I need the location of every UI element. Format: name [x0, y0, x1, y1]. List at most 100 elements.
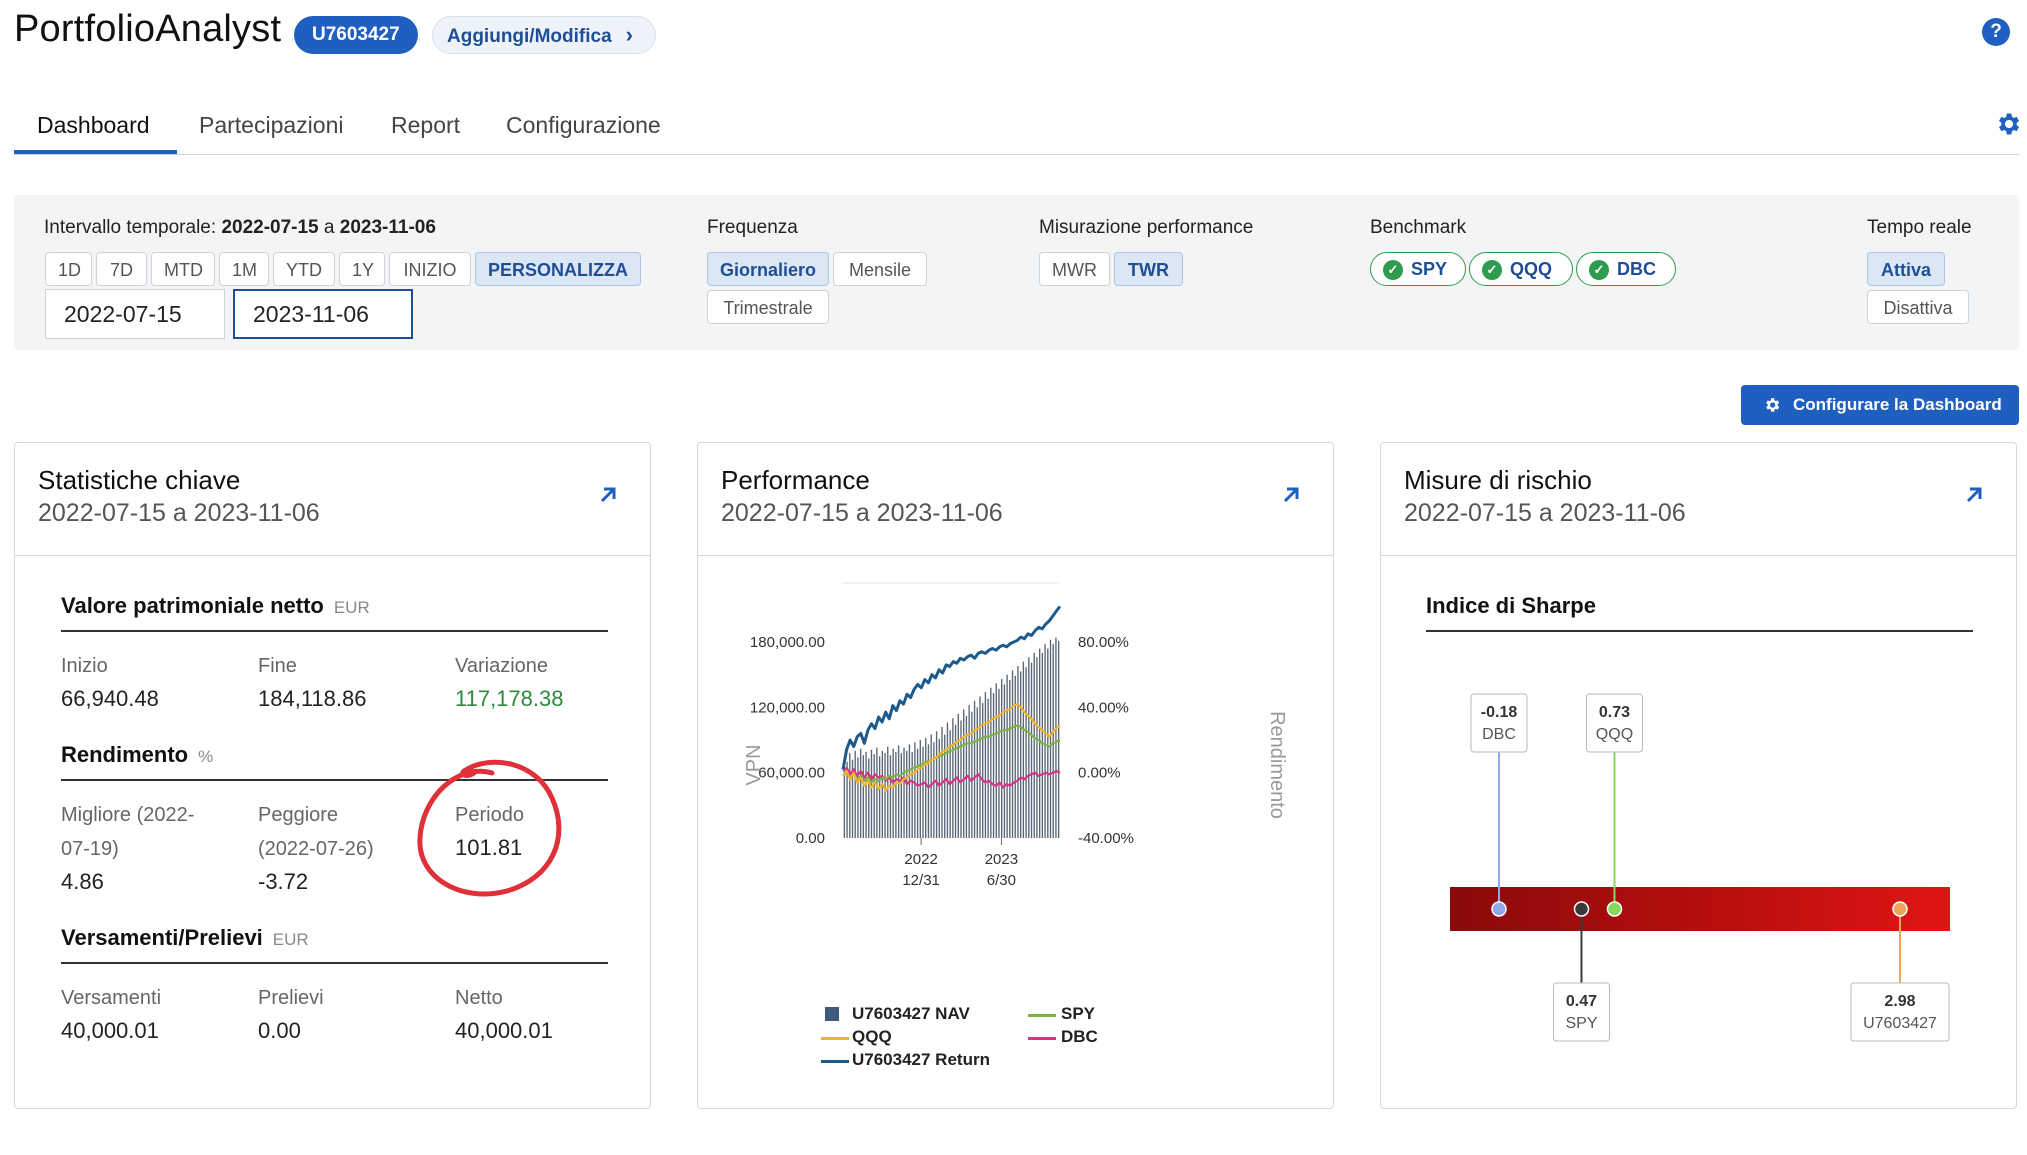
- nav-start-value: 66,940.48: [61, 686, 159, 711]
- nav-bar: [1006, 674, 1008, 838]
- nav-bar: [979, 696, 981, 838]
- risk-card: Misure di rischio 2022-07-15 a 2023-11-0…: [1380, 442, 2017, 1109]
- sharpe-point: [1892, 901, 1908, 917]
- nav-bar: [873, 754, 875, 838]
- realtime-on-button[interactable]: Attiva: [1867, 252, 1945, 286]
- deposits-label: Versamenti: [61, 987, 162, 1009]
- benchmark-spy-label: SPY: [1411, 259, 1448, 279]
- period-return-label: Periodo: [455, 804, 524, 826]
- date-to-input[interactable]: 2023-11-06: [233, 289, 413, 339]
- nav-bar: [968, 705, 970, 838]
- realtime-label: Tempo reale: [1867, 217, 1972, 238]
- frequency-label: Frequenza: [707, 217, 798, 238]
- legend-return: U7603427 Return: [852, 1050, 990, 1069]
- interval-to: 2023-11-06: [339, 217, 436, 238]
- range-7d-button[interactable]: 7D: [96, 252, 147, 286]
- nav-bar: [998, 688, 1000, 838]
- benchmark-dbc-pill[interactable]: ✓ DBC: [1576, 252, 1676, 286]
- benchmark-qqq-label: QQQ: [1510, 259, 1553, 279]
- range-start-button[interactable]: INIZIO: [389, 252, 471, 286]
- x-tick-year: 2022: [904, 851, 937, 868]
- returns-unit: %: [198, 747, 214, 766]
- interval-caption: Intervallo temporale:: [44, 217, 217, 238]
- nav-bar: [900, 753, 902, 838]
- sharpe-point: [1573, 901, 1590, 917]
- sharpe-name-label: QQQ: [1596, 726, 1633, 743]
- nav-unit: EUR: [333, 598, 370, 617]
- nav-bar: [1041, 652, 1044, 838]
- sharpe-gradient-bar: [1450, 887, 1950, 931]
- sharpe-label-box: [1552, 982, 1610, 1042]
- sharpe-value-label: 0.47: [1566, 993, 1597, 1010]
- nav-bar: [892, 748, 894, 838]
- tab-configuration[interactable]: Configurazione: [506, 112, 661, 138]
- nav-bar: [884, 753, 886, 838]
- x-tick-date: 6/30: [987, 872, 1016, 889]
- series-line-qqq: [842, 703, 1061, 792]
- realtime-off-button[interactable]: Disattiva: [1867, 290, 1969, 324]
- nav-change-label: Variazione: [455, 655, 549, 677]
- nav-bar: [911, 751, 913, 838]
- net-flows-label: Netto: [455, 987, 503, 1009]
- range-ytd-button[interactable]: YTD: [273, 252, 335, 286]
- nav-bar: [876, 747, 878, 838]
- nav-bar: [1001, 679, 1003, 838]
- tab-report[interactable]: Report: [391, 112, 461, 138]
- benchmark-spy-pill[interactable]: ✓ SPY: [1370, 252, 1466, 286]
- expand-arrow-icon[interactable]: [1962, 483, 1986, 507]
- configure-dashboard-button[interactable]: Configurare la Dashboard: [1741, 385, 2019, 425]
- sharpe-value-label: 2.98: [1884, 993, 1915, 1010]
- benchmark-qqq-pill[interactable]: ✓ QQQ: [1469, 252, 1573, 286]
- nav-bar: [865, 751, 867, 838]
- check-icon: ✓: [1589, 260, 1609, 280]
- range-1d-button[interactable]: 1D: [45, 252, 92, 286]
- card-title: Misure di rischio: [1404, 465, 1592, 495]
- returns-title-text: Rendimento: [61, 742, 189, 767]
- measure-mwr-button[interactable]: MWR: [1039, 252, 1110, 286]
- account-badge[interactable]: U7603427: [294, 16, 418, 54]
- nav-title-text: Valore patrimoniale netto: [61, 593, 324, 618]
- frequency-daily-button[interactable]: Giornaliero: [707, 252, 829, 286]
- section-divider: [61, 962, 608, 964]
- period-return-value: 101.81: [455, 835, 523, 860]
- expand-arrow-icon[interactable]: [596, 483, 620, 507]
- nav-bar: [1003, 684, 1006, 838]
- date-from-input[interactable]: 2022-07-15: [45, 289, 225, 339]
- range-mtd-button[interactable]: MTD: [151, 252, 215, 286]
- frequency-monthly-button[interactable]: Mensile: [833, 252, 927, 286]
- range-1y-button[interactable]: 1Y: [339, 252, 385, 286]
- nav-bar: [1011, 670, 1014, 838]
- left-tick-label: 180,000.00: [750, 634, 825, 651]
- nav-bar: [854, 750, 856, 838]
- legend-dbc: DBC: [1061, 1027, 1098, 1046]
- right-axis-label: Rendimento: [1266, 711, 1288, 819]
- nav-bar: [954, 724, 957, 838]
- tab-holdings[interactable]: Partecipazioni: [199, 112, 344, 138]
- frequency-quarterly-button[interactable]: Trimestrale: [707, 290, 829, 324]
- sharpe-label-box: [1585, 693, 1643, 753]
- nav-bar: [1017, 665, 1019, 838]
- measure-twr-button[interactable]: TWR: [1114, 252, 1183, 286]
- nav-section-title: Valore patrimoniale netto EUR: [61, 593, 370, 619]
- left-tick-label: 60,000.00: [758, 765, 825, 782]
- nav-bar: [938, 738, 940, 838]
- range-1m-button[interactable]: 1M: [219, 252, 269, 286]
- gear-icon[interactable]: [1994, 110, 2022, 138]
- nav-bar: [878, 756, 881, 838]
- left-tick-label: 120,000.00: [750, 699, 825, 716]
- worst-return-label: Peggiore: [258, 804, 339, 826]
- range-custom-button[interactable]: PERSONALIZZA: [475, 252, 641, 286]
- series-line-u7603427-return: [841, 605, 1062, 770]
- interval-sep: a: [323, 217, 335, 238]
- nav-bar: [952, 718, 954, 838]
- nav-bar: [843, 756, 846, 838]
- expand-arrow-icon[interactable]: [1279, 483, 1303, 507]
- x-tick-date: 12/31: [902, 872, 940, 889]
- nav-bar: [992, 693, 995, 838]
- benchmark-dbc-label: DBC: [1617, 259, 1656, 279]
- legend-nav: U7603427 NAV: [852, 1004, 970, 1023]
- legend-swatch-spy: [1028, 1014, 1056, 1017]
- tab-dashboard[interactable]: Dashboard: [37, 112, 150, 138]
- add-edit-button[interactable]: Aggiungi/Modifica ›: [432, 16, 656, 54]
- question-icon[interactable]: ?: [1982, 18, 2010, 46]
